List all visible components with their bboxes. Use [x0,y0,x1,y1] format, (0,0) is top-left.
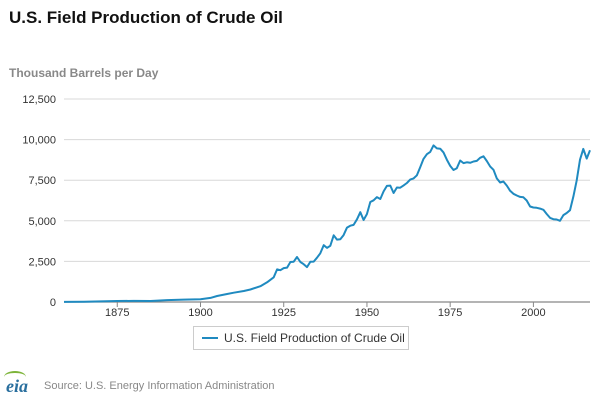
x-tick-labels: 1875 1900 1925 1950 1975 2000 [105,302,546,319]
source-note: Source: U.S. Energy Information Administ… [44,380,275,392]
x-tick-label: 1925 [271,307,295,319]
y-tick-labels: 0 2,500 5,000 7,500 10,000 12,500 [22,94,56,309]
y-tick-label: 0 [50,297,56,309]
legend-label: U.S. Field Production of Crude Oil [224,331,405,345]
y-tick-label: 2,500 [28,256,56,268]
x-tick-label: 1975 [438,307,462,319]
y-tick-label: 10,000 [22,135,56,147]
y-tick-label: 7,500 [28,175,56,187]
legend-swatch [202,337,218,339]
legend[interactable]: U.S. Field Production of Crude Oil [193,326,409,350]
eia-logo-icon [4,371,26,383]
series-group [63,144,591,303]
y-tick-label: 12,500 [22,94,56,106]
y-tick-label: 5,000 [28,216,56,228]
x-tick-label: 1875 [105,307,129,319]
x-tick-label: 1950 [355,307,379,319]
eia-logo: eia [6,376,28,396]
x-tick-label: 1900 [188,307,212,319]
gridlines [64,98,590,303]
y-axis-units-label: Thousand Barrels per Day [9,66,159,80]
x-tick-label: 2000 [521,307,545,319]
series-line [63,144,591,303]
chart-title: U.S. Field Production of Crude Oil [9,8,283,27]
